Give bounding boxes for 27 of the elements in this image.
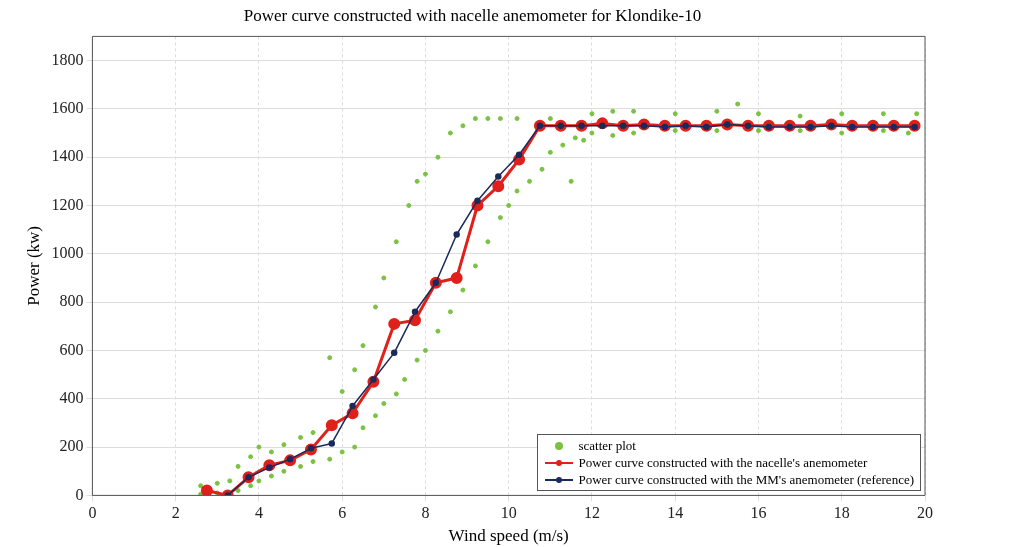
y-tick-label: 400 (59, 388, 84, 406)
y-tick-label: 1800 (51, 50, 84, 68)
y-tick-label: 1000 (51, 244, 84, 262)
legend-label: Power curve constructed with the MM's anemometer (reference) (578, 471, 914, 489)
y-tick-label: 0 (75, 485, 84, 503)
x-tick-label: 10 (500, 504, 517, 522)
y-tick-label: 1200 (51, 195, 84, 213)
x-tick-label: 4 (254, 504, 263, 522)
x-tick-label: 16 (750, 504, 767, 522)
y-tick-label: 1600 (51, 99, 84, 117)
x-tick-label: 18 (833, 504, 850, 522)
x-axis-title: Wind speed (m/s) (448, 526, 569, 546)
y-tick-label: 200 (59, 437, 84, 455)
legend-label: Power curve constructed with the nacelle's anemometer (578, 454, 868, 472)
y-tick-label: 600 (59, 340, 84, 358)
x-tick-label: 0 (88, 504, 97, 522)
x-tick-label: 2 (171, 504, 180, 522)
y-axis-title: Power (kw) (23, 226, 43, 306)
x-tick-label: 12 (583, 504, 600, 522)
x-tick-label: 14 (667, 504, 684, 522)
x-tick-label: 20 (917, 504, 933, 522)
y-tick-label: 1400 (51, 147, 84, 165)
x-tick-label: 6 (338, 504, 347, 522)
y-tick-label: 800 (59, 292, 84, 310)
x-tick-label: 8 (421, 504, 430, 522)
legend-label: scatter plot (578, 437, 636, 455)
chart-title: Power curve constructed with nacelle anemometer for Klondike-10 (243, 5, 702, 25)
